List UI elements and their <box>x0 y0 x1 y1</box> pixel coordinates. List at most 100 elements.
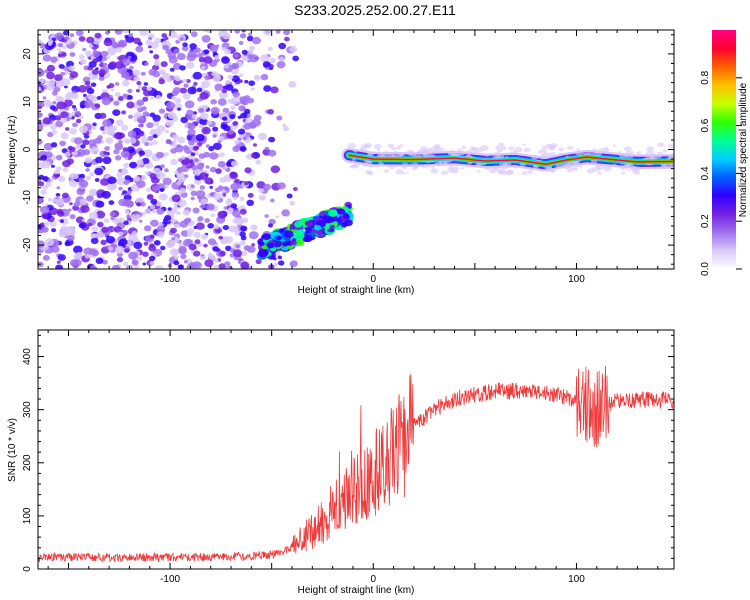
noise-speckle <box>95 210 106 219</box>
noise-speckle <box>283 30 291 36</box>
noise-speckle <box>234 30 241 34</box>
noise-speckle <box>115 47 123 53</box>
noise-speckle <box>179 37 184 41</box>
band-halo-speckle <box>430 168 439 174</box>
noise-speckle <box>120 150 130 158</box>
band-halo-speckle <box>471 146 478 151</box>
noise-speckle <box>164 168 169 173</box>
noise-speckle <box>129 65 134 70</box>
band-halo-speckle <box>559 152 563 156</box>
band-halo-speckle <box>619 165 629 171</box>
noise-speckle <box>47 42 53 46</box>
noise-speckle <box>98 75 105 81</box>
noise-speckle <box>42 176 49 182</box>
noise-speckle <box>232 210 241 218</box>
noise-speckle <box>58 64 65 69</box>
noise-speckle <box>127 88 133 94</box>
noise-speckle <box>173 260 180 266</box>
noise-speckle <box>38 101 43 106</box>
noise-speckle <box>282 123 287 127</box>
band-speckle <box>314 225 322 231</box>
noise-speckle <box>60 225 69 232</box>
band-halo-speckle <box>623 146 632 152</box>
band-halo-speckle <box>591 159 598 164</box>
noise-speckle <box>79 58 87 65</box>
noise-speckle <box>217 161 226 168</box>
noise-speckle <box>238 79 243 83</box>
snr-xtick-label: -100 <box>160 574 180 585</box>
noise-speckle <box>264 214 269 218</box>
noise-speckle <box>136 81 142 86</box>
noise-speckle <box>179 220 189 228</box>
band-halo-speckle <box>347 142 357 149</box>
noise-speckle <box>173 223 180 229</box>
noise-speckle <box>212 51 217 55</box>
noise-speckle <box>147 136 154 141</box>
band-speckle <box>294 232 305 241</box>
band-halo-speckle <box>422 149 431 155</box>
band-halo-speckle <box>602 148 610 153</box>
spectrogram-ytick-label: 0 <box>22 146 33 152</box>
noise-speckle <box>217 140 222 144</box>
noise-speckle <box>59 219 64 223</box>
noise-speckle <box>244 167 252 174</box>
band-halo-speckle <box>495 146 500 149</box>
noise-speckle <box>268 136 276 143</box>
band-halo-speckle <box>428 147 432 151</box>
noise-speckle <box>126 214 131 219</box>
noise-speckle <box>195 222 205 230</box>
noise-speckle <box>212 75 221 83</box>
snr-ytick-label: 300 <box>22 401 33 418</box>
band-halo-speckle <box>408 151 416 157</box>
noise-speckle <box>113 100 120 106</box>
noise-speckle <box>212 193 222 201</box>
band-halo-speckle <box>417 150 422 154</box>
band-speckle <box>327 228 332 233</box>
band-halo-speckle <box>572 167 576 170</box>
noise-speckle <box>160 245 166 251</box>
noise-speckle <box>125 200 134 208</box>
noise-speckle <box>255 259 262 265</box>
noise-speckle <box>199 172 209 180</box>
band-halo-speckle <box>461 145 467 150</box>
noise-speckle <box>162 177 172 186</box>
band-speckle <box>294 221 303 228</box>
noise-speckle <box>142 262 147 266</box>
noise-speckle <box>288 81 297 88</box>
noise-speckle <box>221 30 226 33</box>
noise-speckle <box>104 30 110 35</box>
noise-speckle <box>135 45 144 53</box>
snr-ytick-label: 200 <box>22 454 33 471</box>
noise-speckle <box>141 157 150 164</box>
noise-speckle <box>133 76 140 82</box>
noise-speckle <box>180 253 187 260</box>
noise-speckle <box>196 87 203 93</box>
noise-speckle <box>155 151 164 159</box>
noise-speckle <box>179 65 186 71</box>
noise-speckle <box>247 54 254 60</box>
noise-speckle <box>124 248 130 253</box>
colorbar-ticks: 0.0 0.2 0.4 0.6 0.8 <box>700 70 742 276</box>
noise-speckle <box>165 140 171 144</box>
noise-speckle <box>53 169 60 175</box>
noise-speckle <box>50 142 58 148</box>
noise-speckle <box>205 165 210 169</box>
noise-speckle <box>128 233 138 242</box>
band-speckle <box>302 236 310 242</box>
noise-speckle <box>73 107 78 112</box>
noise-speckle <box>156 208 165 215</box>
noise-speckle <box>186 79 191 83</box>
band-halo-speckle <box>484 165 491 171</box>
noise-speckle <box>112 42 120 49</box>
noise-speckle <box>234 231 240 236</box>
band-speckle <box>343 214 350 219</box>
snr-xtick-label: 0 <box>370 574 376 585</box>
noise-speckle <box>128 251 138 260</box>
noise-speckle <box>177 264 183 269</box>
noise-speckle <box>203 30 208 33</box>
noise-speckle <box>55 198 65 207</box>
noise-speckle <box>239 231 246 237</box>
noise-speckle <box>150 96 154 100</box>
band-halo-speckle <box>513 146 523 153</box>
band-halo-speckle <box>576 148 580 151</box>
